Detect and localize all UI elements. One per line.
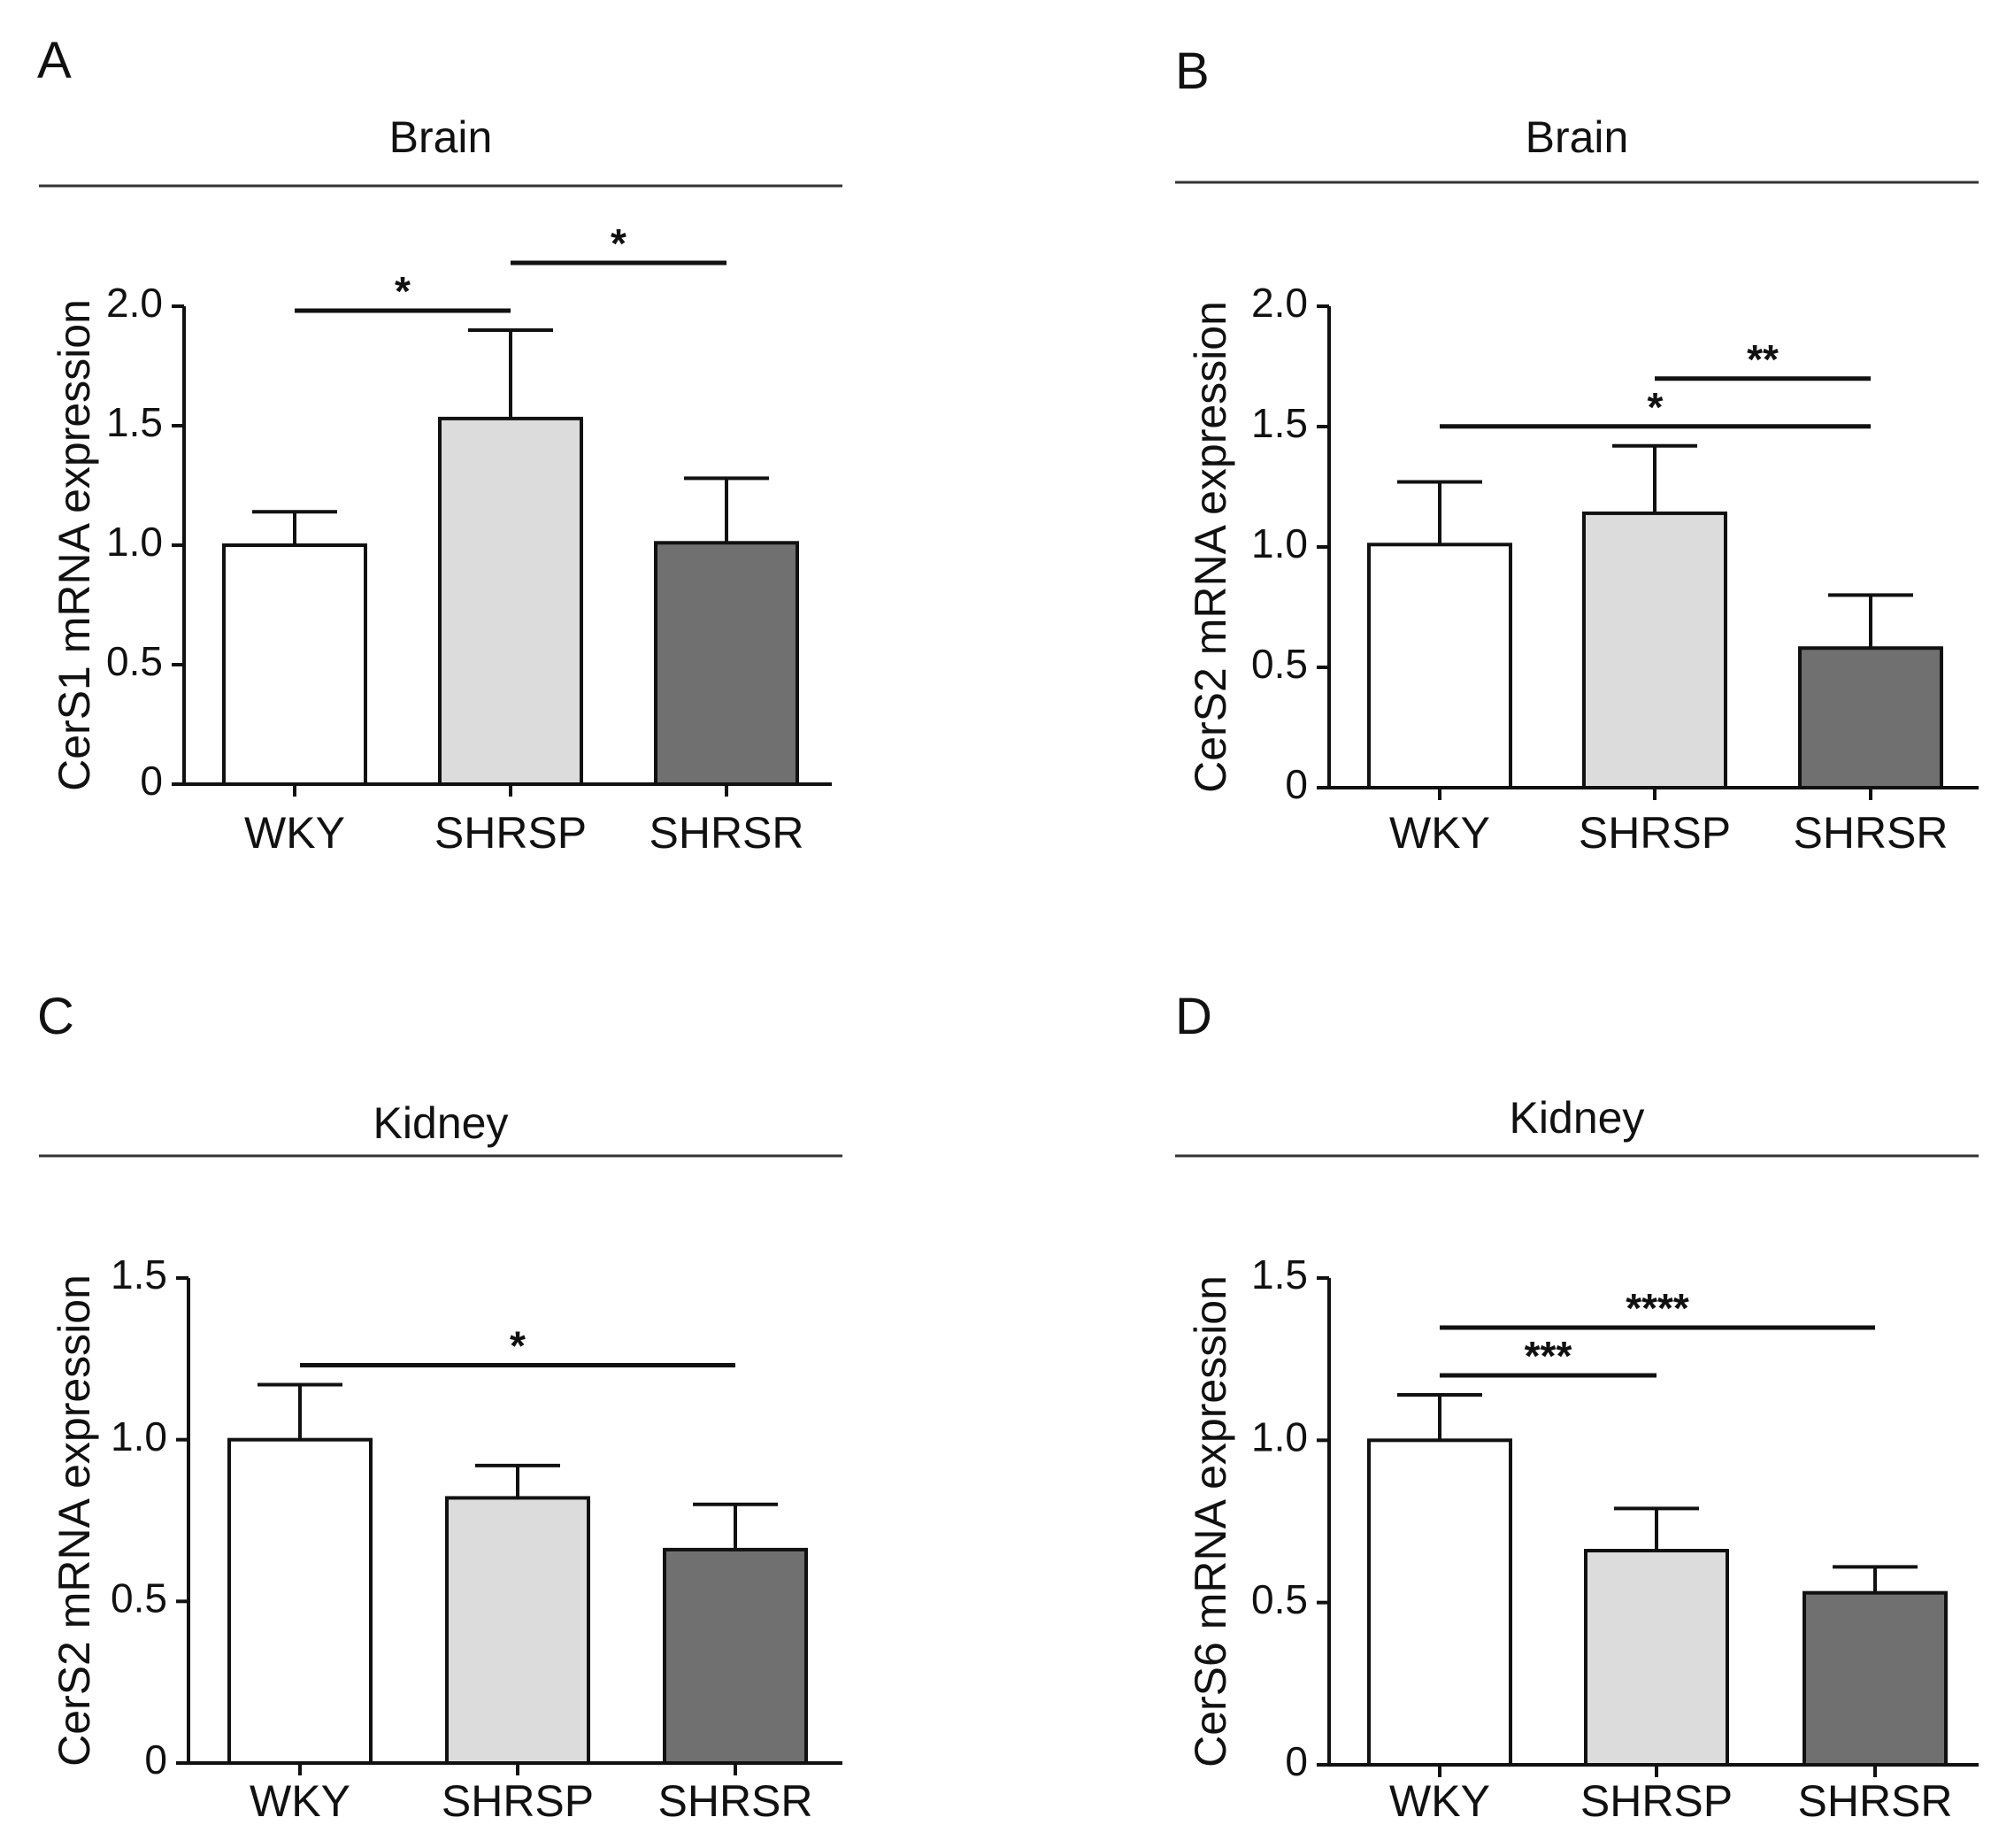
y-tick-label: 0.5 [1251,641,1308,687]
x-tick-label: SHRSR [1797,1776,1952,1826]
x-tick-label: SHRSP [1579,808,1731,858]
significance-label: ** [1747,336,1779,382]
y-axis-label: CerS1 mRNA expression [50,299,99,791]
bar-wky [1367,1438,1512,1767]
panel-b: B Brain CerS2 mRNA expression 0 0.5 1.0 1.5 2.0… [1175,42,1979,858]
bar-shrsr [1798,646,1943,789]
y-tick-label: 0.5 [1251,1576,1308,1622]
y-axis-label: CerS2 mRNA expression [50,1274,99,1767]
bar-shrsr [654,541,799,786]
x-tick-label: SHRSP [1580,1776,1733,1826]
y-tick-label: 1.5 [1251,1251,1308,1297]
significance-label: *** [1525,1333,1572,1379]
bar-shrsp [445,1496,590,1765]
bar-shrsp [1584,1549,1729,1767]
y-tick-label: 1.0 [106,519,163,565]
y-tick-label: 1.0 [111,1413,167,1459]
bar-shrsr [663,1547,808,1765]
y-tick-label: 1.0 [1251,1413,1308,1459]
x-tick-label: SHRSR [657,1776,812,1826]
x-tick-label: SHRSR [649,808,803,858]
y-axis-label: CerS2 mRNA expression [1186,301,1235,793]
x-tick-label: WKY [1389,808,1490,858]
y-tick-label: 2.0 [106,280,163,326]
panel-title: Kidney [1510,1093,1645,1143]
y-tick-label: 0 [1285,1738,1308,1784]
y-tick-label: 1.5 [106,399,163,445]
x-tick-label: WKY [1389,1776,1490,1826]
bar-shrsp [1582,511,1727,789]
y-tick-label: 0 [144,1736,167,1783]
significance-label: * [611,220,626,266]
y-tick-label: 0.5 [106,638,163,684]
panel-d: D Kidney CerS6 mRNA expression 0 0.5 1.0 1.5 WK… [1175,988,1979,1826]
panel-a: A Brain CerS1 mRNA expression 0 0.5 1.0 1.5 2.0… [37,32,842,858]
panel-letter: D [1175,988,1212,1045]
panel-title: Brain [1526,112,1629,162]
y-tick-label: 1.0 [1251,520,1308,566]
panel-letter: C [37,988,74,1045]
x-tick-label: SHRSR [1793,808,1948,858]
panel-title: Brain [389,112,493,162]
y-axis-label: CerS6 mRNA expression [1186,1275,1235,1767]
y-tick-label: 1.5 [1251,400,1308,446]
significance-label: * [510,1323,526,1369]
significance-label: * [395,268,411,314]
panel-letter: B [1175,42,1210,100]
x-tick-label: WKY [244,808,345,858]
panel-title: Kidney [373,1098,509,1148]
bar-wky [227,1437,373,1765]
y-tick-label: 0 [140,758,163,804]
bar-shrsr [1803,1590,1948,1767]
y-tick-label: 0 [1285,761,1308,807]
y-tick-label: 0.5 [111,1575,167,1621]
bar-wky [222,543,367,786]
x-tick-label: WKY [250,1776,350,1826]
significance-label: * [1648,384,1664,430]
bar-shrsp [438,416,583,786]
x-tick-label: SHRSP [434,808,587,858]
y-tick-label: 2.0 [1251,280,1308,326]
bar-wky [1367,543,1512,790]
x-tick-label: SHRSP [442,1776,594,1826]
panel-c: C Kidney CerS2 mRNA expression 0 0.5 1.0 1.5 WK… [37,988,842,1826]
panel-letter: A [37,32,72,89]
y-tick-label: 1.5 [111,1251,167,1297]
significance-label: **** [1626,1285,1689,1331]
